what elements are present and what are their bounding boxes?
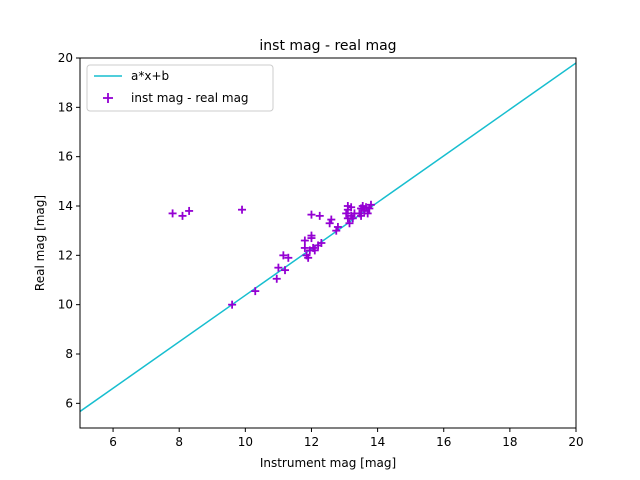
y-tick-label: 10 — [58, 298, 73, 312]
y-tick-label: 14 — [58, 199, 73, 213]
scatter-point — [325, 219, 334, 228]
scatter-point — [304, 253, 313, 262]
scatter-point — [317, 239, 326, 247]
scatter-point — [279, 251, 288, 260]
scatter-point — [272, 274, 281, 283]
y-axis-label: Real mag [mag] — [33, 195, 47, 291]
x-tick-label: 18 — [502, 435, 517, 449]
y-axis-ticks: 6 8 10 12 14 16 18 20 — [58, 51, 80, 410]
plot-clip-group — [80, 62, 576, 413]
y-tick-label: 16 — [58, 150, 73, 164]
scatter-point — [185, 206, 194, 215]
scatter-point — [284, 253, 293, 262]
scatter-point — [347, 203, 356, 212]
legend-plus-swatch — [103, 93, 113, 103]
x-tick-label: 20 — [568, 435, 583, 449]
x-tick-label: 12 — [304, 435, 319, 449]
scatter-point — [366, 200, 375, 209]
x-tick-label: 14 — [370, 435, 385, 449]
scatter-point — [333, 222, 342, 231]
fit-line — [80, 62, 576, 413]
axes-frame — [79, 57, 577, 429]
scatter-point — [357, 211, 366, 220]
scatter-point — [300, 243, 309, 252]
legend-entry-line: a*x+b — [131, 69, 169, 83]
x-axis-ticks: 6 8 10 12 14 16 18 20 — [109, 428, 584, 449]
x-tick-label: 16 — [436, 435, 451, 449]
legend: a*x+b inst mag - real mag — [86, 64, 274, 112]
legend-box — [86, 64, 274, 112]
scatter-point — [300, 236, 309, 245]
scatter-point — [332, 226, 341, 235]
y-tick-label: 20 — [58, 51, 73, 65]
scatter-point — [168, 209, 177, 218]
scatter-point — [345, 219, 354, 228]
scatter-point — [228, 300, 237, 309]
scatter-point — [315, 211, 324, 220]
legend-entry-scatter: inst mag - real mag — [131, 91, 249, 105]
plot-area — [80, 62, 576, 413]
scatter-point — [251, 287, 260, 296]
scatter-point — [363, 209, 372, 218]
chart-title: inst mag - real mag — [259, 38, 396, 54]
x-tick-label: 8 — [175, 435, 183, 449]
x-tick-label: 6 — [109, 435, 117, 449]
scatter-point — [274, 263, 283, 272]
y-tick-label: 12 — [58, 248, 73, 262]
x-axis-label: Instrument mag [mag] — [260, 456, 396, 470]
scatter-point — [281, 266, 290, 275]
scatter-point — [307, 234, 316, 243]
scatter-point — [238, 205, 247, 214]
x-tick-label: 10 — [238, 435, 253, 449]
scatter-point — [365, 204, 374, 213]
scatter-point — [327, 215, 336, 224]
scatter-point — [310, 246, 319, 255]
scatter-point — [348, 214, 357, 223]
y-tick-label: 6 — [65, 396, 73, 410]
scatter-point — [178, 211, 187, 220]
y-tick-label: 8 — [65, 347, 73, 361]
scatter-point — [307, 210, 316, 219]
scatter-point — [342, 209, 351, 218]
y-tick-label: 18 — [58, 100, 73, 114]
